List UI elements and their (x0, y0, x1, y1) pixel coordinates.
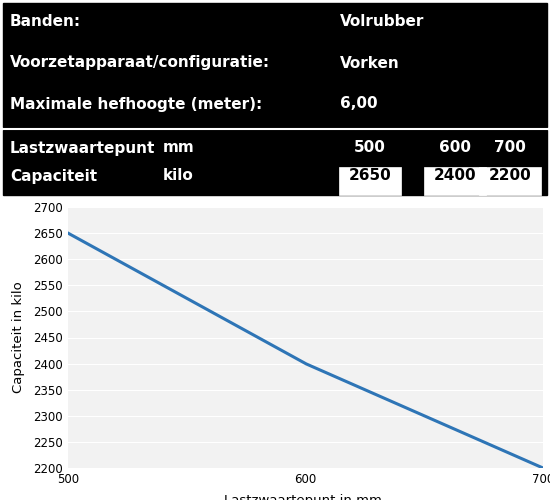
Text: 600: 600 (439, 140, 471, 156)
Text: Vorken: Vorken (340, 56, 400, 70)
Text: Maximale hefhoogte (meter):: Maximale hefhoogte (meter): (10, 96, 262, 112)
Text: 700: 700 (494, 140, 526, 156)
Text: 500: 500 (354, 140, 386, 156)
Y-axis label: Capaciteit in kilo: Capaciteit in kilo (12, 282, 25, 394)
Text: Banden:: Banden: (10, 14, 81, 30)
Text: 2650: 2650 (349, 168, 392, 184)
Text: Volrubber: Volrubber (340, 14, 425, 30)
Text: Capaciteit: Capaciteit (10, 168, 97, 184)
Text: mm: mm (162, 140, 194, 156)
X-axis label: Lastzwaartepunt in mm.: Lastzwaartepunt in mm. (224, 494, 387, 500)
Text: kilo: kilo (162, 168, 193, 184)
Text: 2200: 2200 (488, 168, 531, 184)
Text: Voorzetapparaat/configuratie:: Voorzetapparaat/configuratie: (10, 56, 270, 70)
Text: 2400: 2400 (434, 168, 476, 184)
Text: 6,00: 6,00 (340, 96, 378, 112)
Text: Lastzwaartepunt: Lastzwaartepunt (10, 140, 155, 156)
